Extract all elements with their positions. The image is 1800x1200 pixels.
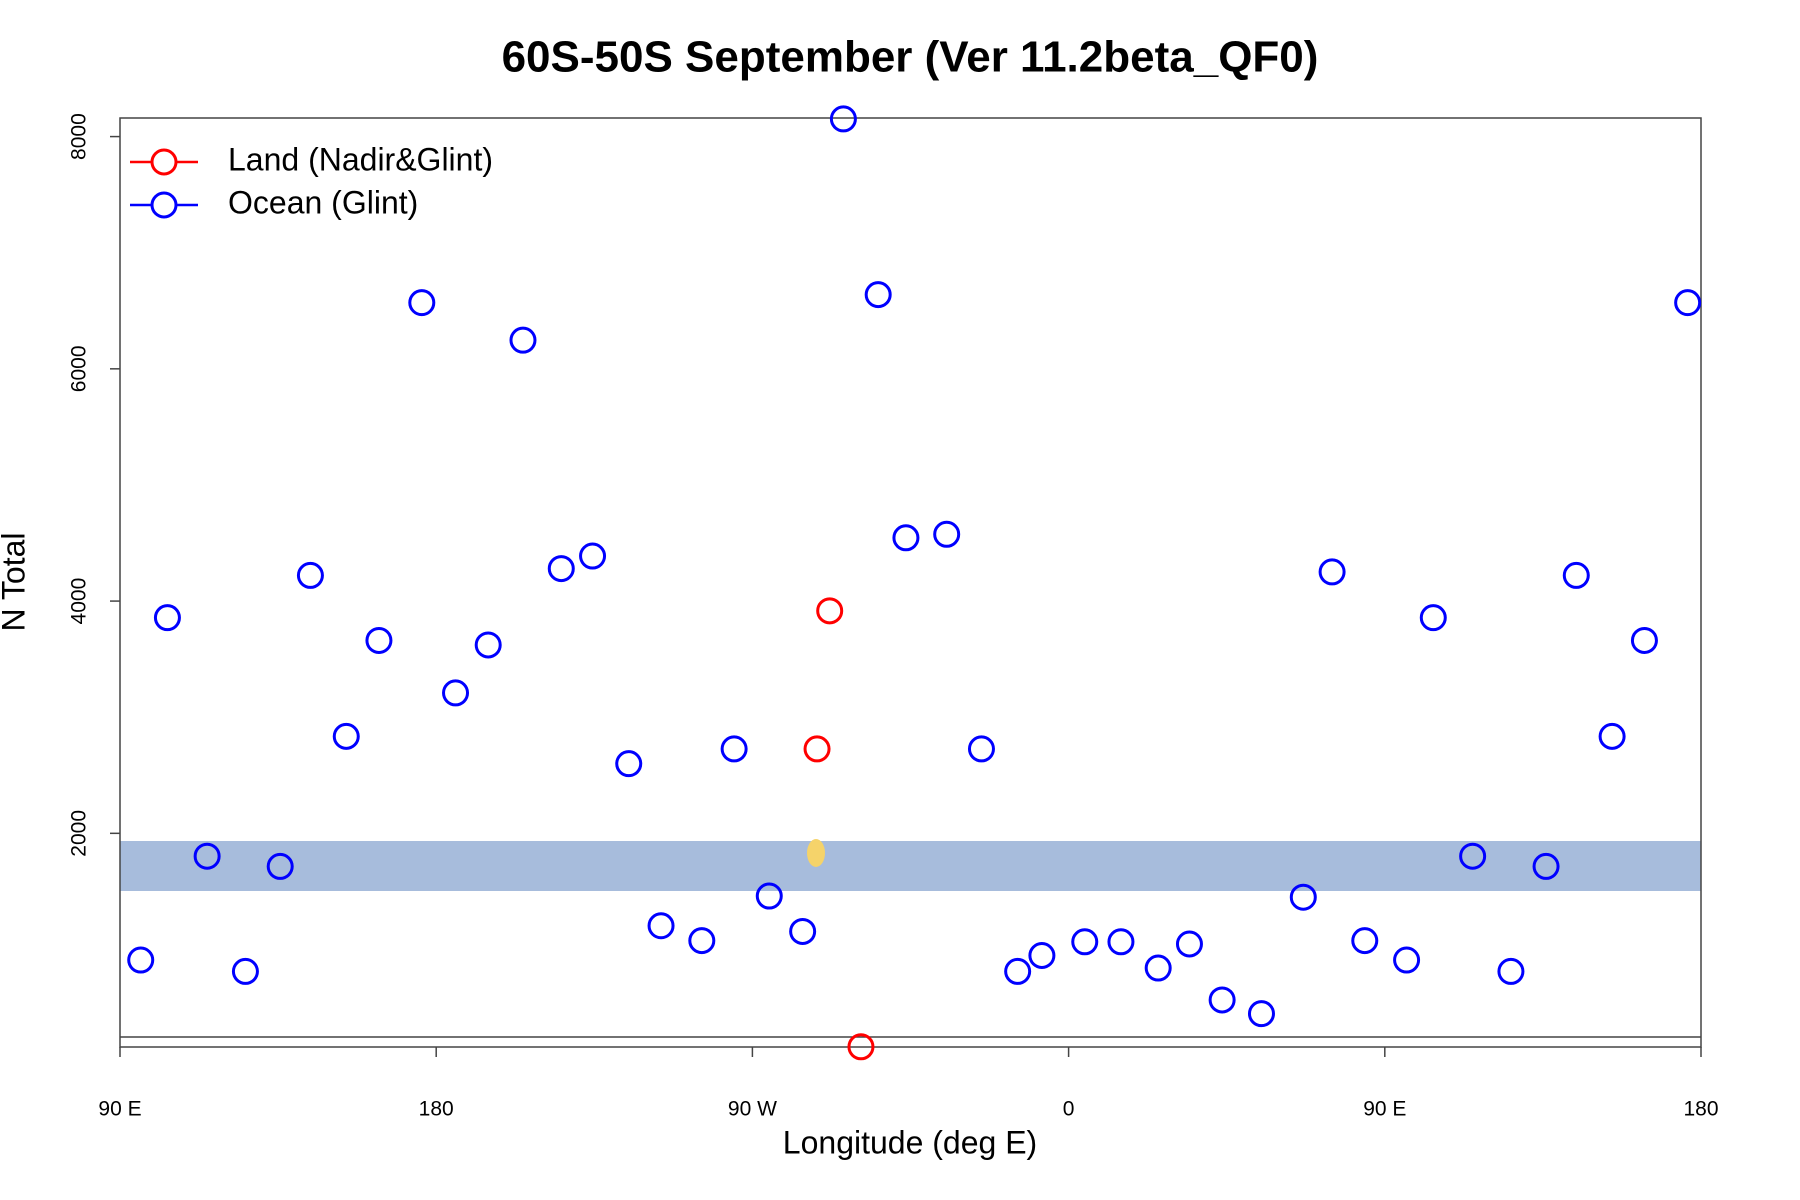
- plot-frame: [119, 117, 1702, 1048]
- point: [816, 597, 844, 625]
- point: [579, 542, 607, 570]
- point: [967, 735, 995, 763]
- point: [1028, 941, 1056, 969]
- point: [365, 626, 393, 654]
- point: [1419, 604, 1447, 632]
- legend-label: Ocean (Glint): [228, 184, 418, 220]
- point: [1674, 289, 1702, 317]
- point: [266, 852, 294, 880]
- point: [789, 917, 817, 945]
- point: [1532, 852, 1560, 880]
- point: [755, 882, 783, 910]
- point: [1318, 558, 1346, 586]
- point: [408, 289, 436, 317]
- chart-title: 60S-50S September (Ver 11.2beta_QF0): [502, 33, 1319, 82]
- point: [847, 1033, 875, 1061]
- point: [1630, 626, 1658, 654]
- point: [127, 946, 155, 974]
- point: [509, 326, 537, 354]
- point: [933, 520, 961, 548]
- point: [231, 957, 259, 985]
- point: [1289, 883, 1317, 911]
- x-tick-label: 90 W: [728, 1098, 777, 1121]
- x-tick-label: 180: [419, 1098, 454, 1121]
- point: [688, 927, 716, 955]
- point: [332, 722, 360, 750]
- point: [442, 679, 470, 707]
- map-land: [807, 839, 825, 867]
- point: [1247, 1000, 1275, 1028]
- x-tick-label: 90 E: [98, 1098, 141, 1121]
- y-tick-label: 8000: [68, 113, 91, 160]
- point: [864, 281, 892, 309]
- legend-label: Land (Nadir&Glint): [228, 141, 493, 177]
- y-tick-label: 4000: [68, 578, 91, 625]
- x-axis-label: Longitude (deg E): [783, 1124, 1037, 1160]
- point: [1351, 927, 1379, 955]
- point: [720, 735, 748, 763]
- point: [474, 631, 502, 659]
- point: [547, 555, 575, 583]
- map-band: [120, 841, 1701, 891]
- legend-marker: [150, 148, 178, 176]
- y-tick-label: 2000: [68, 810, 91, 857]
- legend-marker: [150, 191, 178, 219]
- point: [153, 604, 181, 632]
- x-tick-label: 90 E: [1363, 1098, 1406, 1121]
- y-tick-label: 6000: [68, 345, 91, 392]
- point: [1004, 957, 1032, 985]
- point: [1497, 957, 1525, 985]
- point: [647, 912, 675, 940]
- point: [615, 750, 643, 778]
- point: [1562, 561, 1590, 589]
- point: [1071, 928, 1099, 956]
- y-axis-label: N Total: [0, 532, 31, 631]
- point: [892, 524, 920, 552]
- point: [1144, 954, 1172, 982]
- x-tick-label: 0: [1063, 1098, 1075, 1121]
- point: [829, 105, 857, 133]
- point: [1208, 986, 1236, 1014]
- point: [1459, 842, 1487, 870]
- point: [1107, 928, 1135, 956]
- point: [1598, 722, 1626, 750]
- x-tick-label: 180: [1683, 1098, 1718, 1121]
- point: [1393, 946, 1421, 974]
- point: [1175, 930, 1203, 958]
- point: [193, 842, 221, 870]
- point: [296, 561, 324, 589]
- point: [803, 735, 831, 763]
